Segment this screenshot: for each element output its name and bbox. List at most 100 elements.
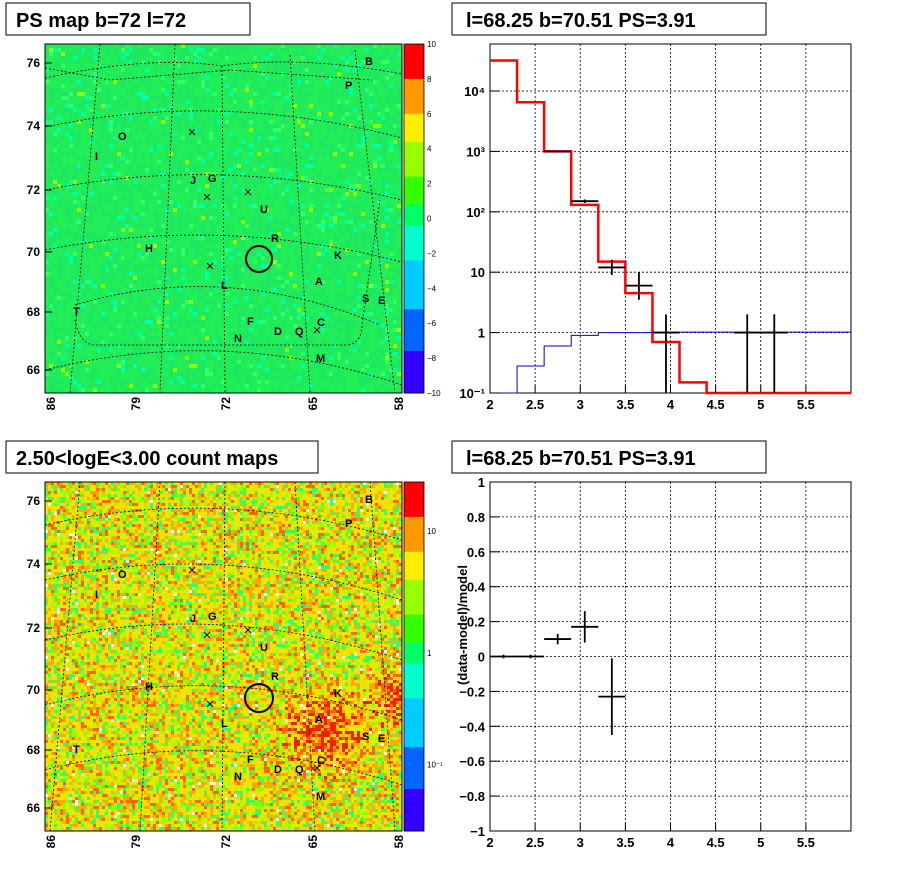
map-pixel bbox=[345, 56, 350, 61]
map-pixel bbox=[237, 180, 242, 185]
map-pixel bbox=[129, 264, 134, 269]
map-pixel bbox=[113, 88, 118, 93]
map-pixel bbox=[197, 196, 202, 201]
map-pixel bbox=[161, 220, 166, 225]
map-pixel bbox=[277, 212, 282, 217]
map-pixel bbox=[209, 212, 214, 217]
map-pixel bbox=[125, 160, 130, 165]
map-pixel bbox=[101, 120, 106, 125]
map-pixel bbox=[65, 188, 70, 193]
map-pixel bbox=[209, 48, 214, 53]
map-pixel bbox=[49, 244, 54, 249]
map-pixel bbox=[101, 260, 106, 265]
map-pixel bbox=[77, 64, 82, 69]
map-pixel bbox=[181, 68, 186, 73]
map-pixel bbox=[181, 224, 186, 229]
map-pixel bbox=[293, 128, 298, 133]
map-pixel bbox=[73, 232, 78, 237]
map-pixel bbox=[145, 168, 150, 173]
map-pixel bbox=[205, 204, 210, 209]
map-pixel bbox=[305, 212, 310, 217]
map-pixel bbox=[193, 260, 198, 265]
map-pixel bbox=[217, 116, 222, 121]
map-pixel bbox=[305, 136, 310, 141]
map-pixel bbox=[385, 72, 390, 77]
map-pixel bbox=[269, 88, 274, 93]
map-pixel bbox=[45, 224, 50, 229]
map-pixel bbox=[221, 96, 226, 101]
map-pixel bbox=[129, 76, 134, 81]
map-pixel bbox=[341, 212, 346, 217]
map-pixel bbox=[329, 108, 334, 113]
map-pixel bbox=[285, 76, 290, 81]
map-pixel bbox=[381, 76, 386, 81]
map-pixel bbox=[353, 232, 358, 237]
map-pixel bbox=[129, 252, 134, 257]
map-pixel bbox=[149, 96, 154, 101]
map-pixel bbox=[361, 68, 366, 73]
map-pixel bbox=[389, 132, 394, 137]
map-pixel bbox=[109, 56, 114, 61]
map-pixel bbox=[305, 56, 310, 61]
map-pixel bbox=[341, 124, 346, 129]
map-pixel bbox=[333, 160, 338, 165]
map-pixel bbox=[253, 228, 258, 233]
map-pixel bbox=[281, 72, 286, 77]
map-pixel bbox=[365, 176, 370, 181]
map-pixel bbox=[137, 116, 142, 121]
map-pixel bbox=[121, 232, 126, 237]
map-pixel bbox=[81, 148, 86, 153]
map-pixel bbox=[169, 68, 174, 73]
map-pixel bbox=[201, 200, 206, 205]
map-pixel bbox=[201, 96, 206, 101]
map-pixel bbox=[113, 112, 118, 117]
map-pixel bbox=[257, 48, 262, 53]
map-pixel bbox=[101, 152, 106, 157]
map-pixel bbox=[377, 160, 382, 165]
map-pixel bbox=[357, 56, 362, 61]
map-pixel bbox=[345, 216, 350, 221]
map-pixel bbox=[261, 252, 266, 257]
map-pixel bbox=[277, 228, 282, 233]
map-pixel bbox=[81, 232, 86, 237]
map-pixel bbox=[113, 144, 118, 149]
map-pixel bbox=[213, 84, 218, 89]
map-pixel bbox=[349, 80, 354, 85]
map-pixel bbox=[313, 76, 318, 81]
map-pixel bbox=[105, 120, 110, 125]
map-pixel bbox=[249, 212, 254, 217]
map-pixel bbox=[177, 240, 182, 245]
map-pixel bbox=[141, 248, 146, 253]
map-pixel bbox=[273, 52, 278, 57]
map-pixel bbox=[309, 240, 314, 245]
map-pixel bbox=[77, 48, 82, 53]
map-pixel bbox=[105, 220, 110, 225]
map-pixel bbox=[77, 264, 82, 269]
map-pixel bbox=[365, 208, 370, 213]
map-pixel bbox=[245, 120, 250, 125]
map-pixel bbox=[93, 96, 98, 101]
map-pixel bbox=[305, 172, 310, 177]
map-pixel bbox=[353, 224, 358, 229]
map-pixel bbox=[209, 168, 214, 173]
map-pixel bbox=[109, 172, 114, 177]
map-pixel bbox=[261, 48, 266, 53]
map-pixel bbox=[53, 64, 58, 69]
map-pixel bbox=[369, 260, 374, 265]
map-pixel bbox=[297, 232, 302, 237]
map-pixel bbox=[309, 168, 314, 173]
map-pixel bbox=[85, 128, 90, 133]
map-pixel bbox=[193, 64, 198, 69]
map-pixel bbox=[301, 100, 306, 105]
map-pixel bbox=[237, 228, 242, 233]
map-pixel bbox=[65, 96, 70, 101]
map-pixel bbox=[281, 128, 286, 133]
map-pixel bbox=[153, 252, 158, 257]
map-pixel bbox=[233, 44, 238, 49]
map-pixel bbox=[49, 148, 54, 153]
map-pixel bbox=[297, 212, 302, 217]
map-pixel bbox=[297, 176, 302, 181]
map-pixel bbox=[145, 64, 150, 69]
map-pixel bbox=[269, 112, 274, 117]
map-pixel bbox=[149, 176, 154, 181]
